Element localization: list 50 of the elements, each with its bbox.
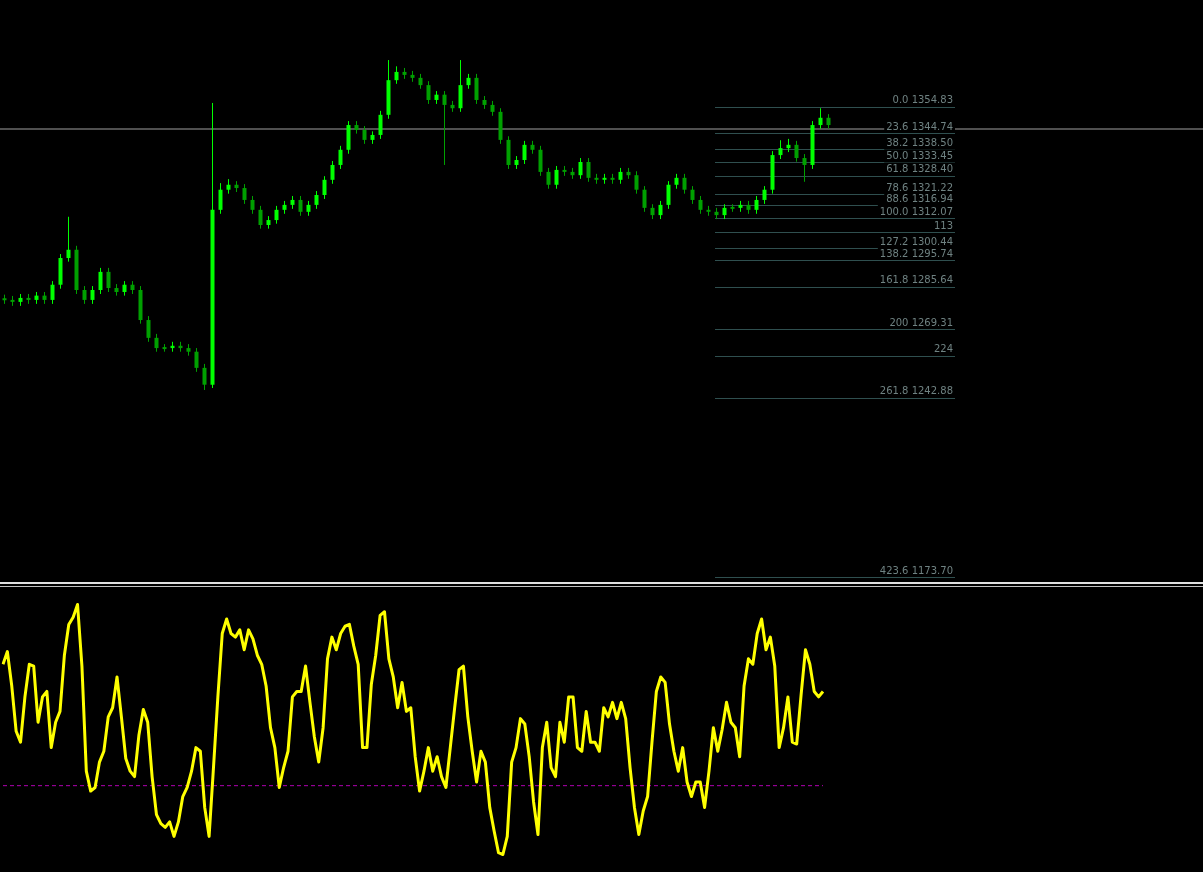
candlestick xyxy=(642,185,647,213)
text: 50.0 1333.45 xyxy=(886,149,953,161)
text: 88.6 1316.94 xyxy=(886,192,953,204)
candlestick xyxy=(666,180,671,210)
text: 78.6 1321.22 xyxy=(886,181,953,193)
candlestick xyxy=(522,140,527,165)
text: 0.0 1354.83 xyxy=(892,94,953,106)
candlestick xyxy=(442,90,447,166)
text: 138.2 1295.74 xyxy=(879,247,953,259)
candlestick xyxy=(546,167,551,190)
text: 423.6 1173.70 xyxy=(879,564,953,576)
candlestick xyxy=(426,80,431,105)
candlestick xyxy=(634,170,639,195)
candlestick xyxy=(338,145,343,170)
candlestick xyxy=(202,363,207,391)
candlestick xyxy=(106,267,111,293)
text: 23.6 1344.74 xyxy=(886,120,953,132)
candlestick xyxy=(218,182,223,215)
text: 113 xyxy=(933,219,953,231)
text: 200 1269.31 xyxy=(889,316,953,328)
candlestick xyxy=(298,195,303,217)
candlestick xyxy=(66,216,71,263)
text: 100.0 1312.07 xyxy=(879,205,953,217)
candlestick xyxy=(818,107,823,130)
candlestick xyxy=(658,200,663,220)
candlestick xyxy=(474,73,479,105)
candlestick xyxy=(322,175,327,200)
candlestick xyxy=(194,347,199,373)
text: 161.8 1285.64 xyxy=(879,274,953,286)
candlestick xyxy=(578,157,583,180)
candlestick xyxy=(586,157,591,183)
candlestick xyxy=(98,267,103,295)
candlestick xyxy=(50,280,55,305)
candlestick xyxy=(146,315,151,343)
text: 261.8 1242.88 xyxy=(879,385,953,397)
candlestick xyxy=(682,173,687,195)
candlestick xyxy=(378,110,383,140)
candlestick xyxy=(242,183,247,205)
candlestick xyxy=(794,140,799,163)
candlestick xyxy=(538,145,543,177)
candlestick xyxy=(554,165,559,190)
candlestick xyxy=(258,205,263,230)
candlestick xyxy=(458,59,463,113)
text: 61.8 1328.40 xyxy=(886,163,953,175)
candlestick xyxy=(802,153,807,183)
text: 224 xyxy=(933,343,953,355)
text: 127.2 1300.44 xyxy=(879,235,953,247)
candlestick xyxy=(330,160,335,185)
candlestick xyxy=(778,139,783,160)
text: 38.2 1338.50 xyxy=(886,137,953,149)
